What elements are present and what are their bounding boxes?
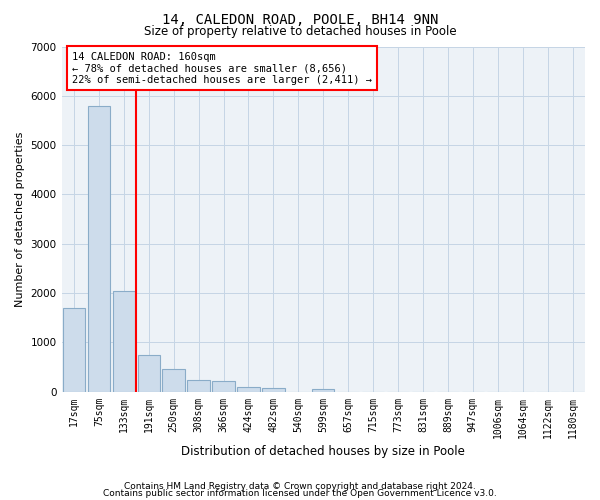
Bar <box>63 308 85 392</box>
Bar <box>137 354 160 392</box>
Bar <box>312 389 334 392</box>
Bar <box>262 388 284 392</box>
Bar <box>163 369 185 392</box>
Text: Contains HM Land Registry data © Crown copyright and database right 2024.: Contains HM Land Registry data © Crown c… <box>124 482 476 491</box>
Bar <box>113 290 135 392</box>
Text: Size of property relative to detached houses in Poole: Size of property relative to detached ho… <box>143 25 457 38</box>
Text: Contains public sector information licensed under the Open Government Licence v3: Contains public sector information licen… <box>103 489 497 498</box>
Bar <box>237 387 260 392</box>
Text: 14 CALEDON ROAD: 160sqm
← 78% of detached houses are smaller (8,656)
22% of semi: 14 CALEDON ROAD: 160sqm ← 78% of detache… <box>72 52 372 85</box>
Bar <box>212 381 235 392</box>
Bar <box>187 380 210 392</box>
Y-axis label: Number of detached properties: Number of detached properties <box>15 132 25 306</box>
X-axis label: Distribution of detached houses by size in Poole: Distribution of detached houses by size … <box>181 444 465 458</box>
Bar <box>88 106 110 392</box>
Text: 14, CALEDON ROAD, POOLE, BH14 9NN: 14, CALEDON ROAD, POOLE, BH14 9NN <box>162 12 438 26</box>
